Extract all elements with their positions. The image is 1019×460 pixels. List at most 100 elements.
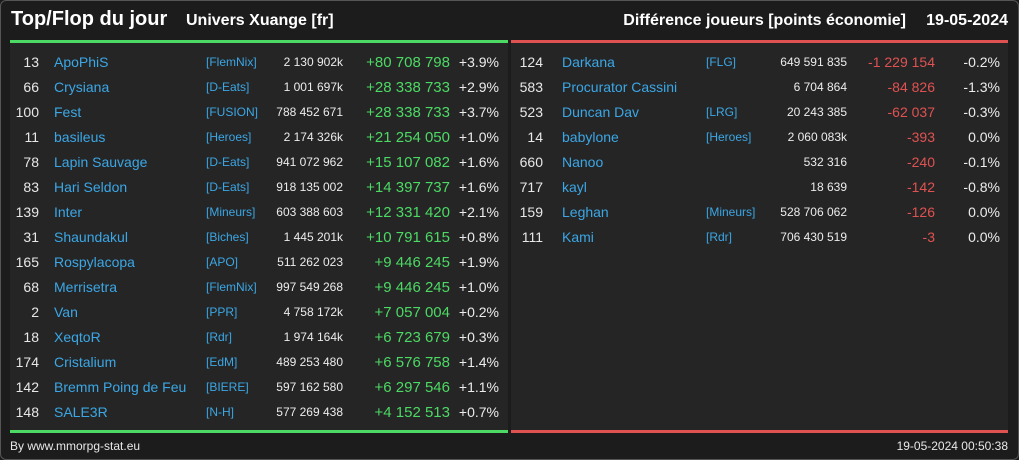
- score-difference: +6 723 679: [374, 329, 451, 346]
- flop-panel-bottom-border: [511, 430, 1008, 433]
- percent-change: +1.9%: [458, 254, 499, 270]
- percent-change: +2.1%: [458, 204, 499, 220]
- alliance-tag-link[interactable]: [EdM]: [206, 355, 238, 369]
- table-row: 165 Rospylacopa [APO] 511 262 023 +9 446 245…: [10, 250, 508, 275]
- player-rank: 124: [519, 54, 543, 70]
- player-name-link[interactable]: Leghan: [562, 204, 609, 220]
- player-name-link[interactable]: Procurator Cassini: [562, 79, 678, 95]
- player-name-link[interactable]: Crysiana: [54, 79, 110, 95]
- table-row: 66 Crysiana [D-Eats] 1 001 697k +28 338 733 +…: [10, 75, 508, 100]
- percent-change: +0.2%: [458, 304, 499, 320]
- player-name-link[interactable]: Hari Seldon: [54, 179, 128, 195]
- alliance-tag-link[interactable]: [Heroes]: [706, 130, 752, 144]
- percent-change: +0.8%: [458, 229, 499, 245]
- player-name-link[interactable]: babylone: [562, 129, 619, 145]
- player-score: 649 591 835: [780, 55, 847, 69]
- table-row: 14 babylone [Heroes] 2 060 083k -393 0.0%: [511, 125, 1008, 150]
- alliance-tag-link[interactable]: [BIERE]: [206, 380, 249, 394]
- player-score: 1 001 697k: [283, 80, 343, 94]
- player-rank: 174: [15, 354, 39, 370]
- player-name-link[interactable]: Cristalium: [54, 354, 117, 370]
- universe-label: Univers Xuange [fr]: [186, 12, 334, 29]
- alliance-tag-link[interactable]: [FUSION]: [206, 105, 259, 119]
- player-name-link[interactable]: basileus: [54, 129, 106, 145]
- player-score: 2 130 902k: [283, 55, 343, 69]
- player-name-link[interactable]: Rospylacopa: [54, 254, 135, 270]
- player-name-link[interactable]: Van: [54, 304, 78, 320]
- player-name-link[interactable]: XeqtoR: [54, 329, 101, 345]
- percent-change: +1.0%: [458, 279, 499, 295]
- player-score: 20 243 385: [786, 105, 847, 119]
- percent-change: +1.1%: [458, 379, 499, 395]
- score-difference: +6 297 546: [374, 379, 451, 396]
- player-score: 997 549 268: [276, 280, 343, 294]
- player-name-link[interactable]: Shaundakul: [54, 229, 128, 245]
- player-name-link[interactable]: Bremm Poing de Feu: [54, 379, 187, 395]
- table-row: 78 Lapin Sauvage [D-Eats] 941 072 962 +15 10…: [10, 150, 508, 175]
- table-row: 523 Duncan Dav [LRG] 20 243 385 -62 037 -0.3%: [511, 100, 1008, 125]
- alliance-tag-link[interactable]: [N-H]: [206, 405, 234, 419]
- player-rank: 83: [23, 179, 39, 195]
- player-score: 6 704 864: [793, 80, 847, 94]
- player-name-link[interactable]: Nanoo: [562, 154, 604, 170]
- percent-change: 0.0%: [968, 129, 1000, 145]
- alliance-tag-link[interactable]: [FlemNix]: [206, 55, 257, 69]
- percent-change: -0.3%: [963, 104, 1000, 120]
- alliance-tag-link[interactable]: [Mineurs]: [206, 205, 256, 219]
- player-name-link[interactable]: Fest: [54, 104, 82, 120]
- score-difference: +15 107 082: [366, 154, 450, 171]
- player-name-link[interactable]: Darkana: [562, 54, 615, 70]
- player-rank: 717: [519, 179, 543, 195]
- player-score: 1 445 201k: [283, 230, 343, 244]
- player-rank: 100: [15, 104, 39, 120]
- alliance-tag-link[interactable]: [PPR]: [206, 305, 238, 319]
- player-name-link[interactable]: Kami: [562, 229, 594, 245]
- table-row: 660 Nanoo 532 316 -240 -0.1%: [511, 150, 1008, 175]
- score-difference: +4 152 513: [374, 404, 451, 421]
- percent-change: +1.0%: [458, 129, 499, 145]
- alliance-tag-link[interactable]: [D-Eats]: [206, 80, 250, 94]
- player-rank: 18: [23, 329, 39, 345]
- alliance-tag-link[interactable]: [Rdr]: [706, 230, 733, 244]
- table-row: 31 Shaundakul [Biches] 1 445 201k +10 791 61…: [10, 225, 508, 250]
- footer-timestamp: 19-05-2024 00:50:38: [896, 439, 1008, 453]
- alliance-tag-link[interactable]: [FLG]: [706, 55, 737, 69]
- score-difference: -1 229 154: [868, 54, 935, 70]
- alliance-tag-link[interactable]: [Rdr]: [206, 330, 233, 344]
- alliance-tag-link[interactable]: [FlemNix]: [206, 280, 257, 294]
- score-difference: +9 446 245: [374, 279, 451, 296]
- alliance-tag-link[interactable]: [D-Eats]: [206, 155, 250, 169]
- alliance-tag-link[interactable]: [LRG]: [706, 105, 738, 119]
- percent-change: 0.0%: [968, 204, 1000, 220]
- alliance-tag-link[interactable]: [APO]: [206, 255, 239, 269]
- player-rank: 2: [31, 304, 39, 320]
- alliance-tag-link[interactable]: [Mineurs]: [706, 205, 756, 219]
- alliance-tag-link[interactable]: [Heroes]: [206, 130, 252, 144]
- percent-change: -0.8%: [963, 179, 1000, 195]
- percent-change: +1.6%: [458, 154, 499, 170]
- player-name-link[interactable]: Inter: [54, 204, 83, 220]
- player-name-link[interactable]: Merrisetra: [54, 279, 118, 295]
- player-score: 489 253 480: [276, 355, 343, 369]
- table-row: 174 Cristalium [EdM] 489 253 480 +6 576 758 +…: [10, 350, 508, 375]
- player-name-link[interactable]: SALE3R: [54, 404, 108, 420]
- score-difference: +6 576 758: [374, 354, 451, 371]
- percent-change: -1.3%: [963, 79, 1000, 95]
- player-rank: 165: [15, 254, 39, 270]
- alliance-tag-link[interactable]: [D-Eats]: [206, 180, 250, 194]
- player-rank: 159: [519, 204, 543, 220]
- score-difference: +80 708 798: [366, 54, 450, 71]
- score-difference: -3: [922, 229, 935, 245]
- score-difference: +9 446 245: [374, 254, 451, 271]
- player-name-link[interactable]: kayl: [562, 179, 587, 195]
- player-name-link[interactable]: Duncan Dav: [562, 104, 640, 120]
- alliance-tag-link[interactable]: [Biches]: [206, 230, 249, 244]
- table-row: 717 kayl 18 639 -142 -0.8%: [511, 175, 1008, 200]
- player-name-link[interactable]: ApoPhiS: [54, 54, 109, 70]
- player-name-link[interactable]: Lapin Sauvage: [54, 154, 148, 170]
- score-difference: -393: [906, 129, 935, 145]
- percent-change: +0.7%: [458, 404, 499, 420]
- player-score: 603 388 603: [276, 205, 343, 219]
- percent-change: +0.3%: [458, 329, 499, 345]
- score-difference: +28 338 733: [366, 79, 450, 96]
